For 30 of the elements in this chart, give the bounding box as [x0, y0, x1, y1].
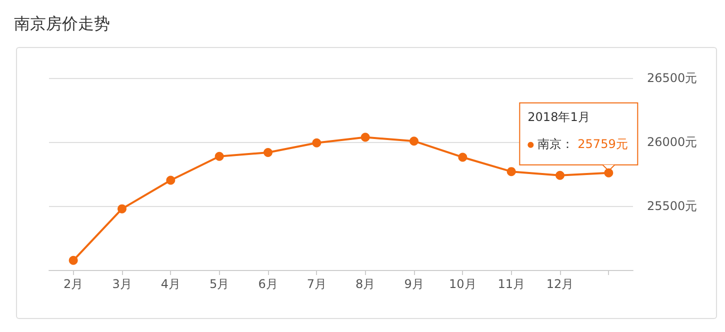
x-tick-label: 8月 [356, 277, 376, 291]
x-tick-label: 6月 [258, 277, 278, 291]
point [556, 170, 564, 180]
x-tick-label: 10月 [449, 277, 476, 291]
point [410, 136, 418, 146]
point [506, 167, 516, 176]
point [68, 256, 78, 265]
legend-label: 南京： [538, 136, 574, 151]
point [458, 152, 468, 162]
point [360, 132, 370, 142]
point [118, 204, 126, 214]
data-label: 25759元 [578, 136, 628, 151]
annotation: 2018年1月 [528, 110, 590, 124]
y-tick-label: 25500元 [647, 199, 698, 213]
x-tick-label: 7月 [306, 277, 326, 291]
x-tick-label: 2月 [64, 277, 84, 291]
x-tick-label: 9月 [404, 277, 424, 291]
x-tick-label: 12月 [546, 277, 574, 291]
point [166, 176, 176, 185]
x-tick-label: 11月 [498, 277, 525, 291]
x-tick-label: 4月 [160, 277, 180, 291]
x-tick-label: 5月 [210, 277, 230, 291]
point [214, 152, 224, 161]
point [264, 148, 272, 157]
chart-title: 南京房价走势 [13, 13, 111, 35]
y-tick-label: 26500元 [647, 71, 698, 85]
point [312, 138, 322, 148]
y-tick-label: 26000元 [647, 135, 698, 149]
x-tick-label: 3月 [112, 277, 132, 291]
point [604, 168, 614, 178]
